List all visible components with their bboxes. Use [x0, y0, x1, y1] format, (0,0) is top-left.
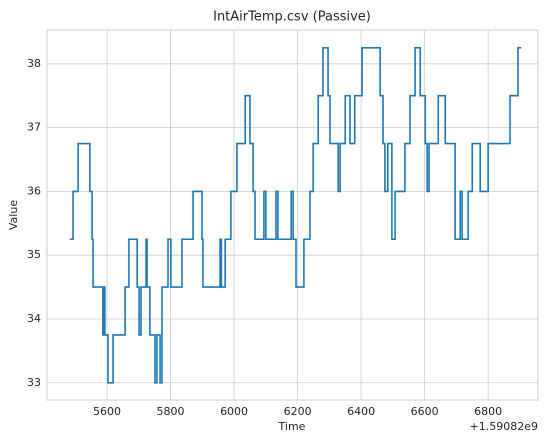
x-axis-label: Time [278, 420, 306, 433]
y-tick-label: 33 [27, 376, 41, 389]
y-tick-label: 38 [27, 57, 41, 70]
y-tick-label: 34 [27, 312, 41, 325]
x-tick-label: 5600 [93, 405, 121, 418]
y-tick-label: 37 [27, 121, 41, 134]
y-axis-label: Value [7, 200, 20, 230]
x-offset-label: +1.59082e9 [470, 420, 538, 433]
data-line [69, 47, 522, 384]
x-tick-label: 6000 [220, 405, 248, 418]
x-tick-label: 6400 [347, 405, 375, 418]
y-tick-label: 36 [27, 184, 41, 197]
y-tick-label: 35 [27, 248, 41, 261]
chart-title: IntAirTemp.csv (Passive) [213, 10, 371, 25]
plot-frame [46, 29, 539, 401]
x-tick-label: 6800 [474, 405, 502, 418]
x-tick-label: 6600 [411, 405, 439, 418]
x-tick-label: 6200 [284, 405, 312, 418]
x-tick-label: 5800 [157, 405, 185, 418]
